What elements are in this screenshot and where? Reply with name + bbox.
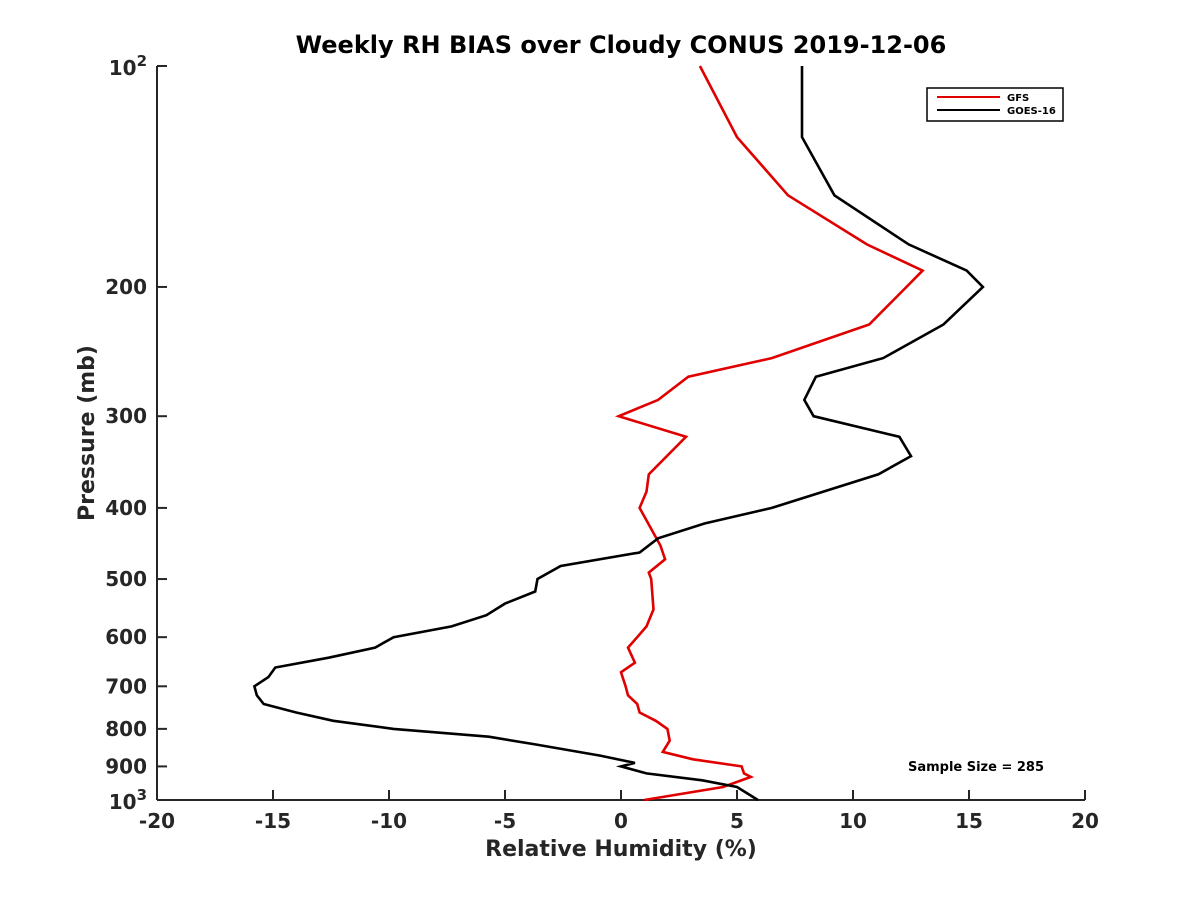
x-tick-label: -5 [494,809,516,833]
y-tick-label: 800 [105,717,147,741]
x-tick-label: 0 [614,809,628,833]
x-tick-label: -10 [371,809,407,833]
y-tick-label: 900 [105,754,147,778]
y-axis-label: Pressure (mb) [75,345,100,521]
x-tick-label: -20 [139,809,175,833]
x-tick-label: -15 [255,809,291,833]
x-tick-label: 20 [1071,809,1099,833]
sample-size-annotation: Sample Size = 285 [908,760,1044,775]
legend-label-gfs: GFS [1007,93,1029,104]
series-line-gfs [614,65,925,802]
y-tick-label: 103 [109,786,147,814]
legend-label-goes16: GOES-16 [1007,106,1056,117]
y-tick-label: 600 [105,625,147,649]
y-tick-label: 500 [105,567,147,591]
y-tick-label: 102 [109,52,147,80]
x-axis-label: Relative Humidity (%) [485,837,757,862]
y-tick-label: 400 [105,496,147,520]
y-tick-label: 700 [105,674,147,698]
x-tick-label: 5 [730,809,744,833]
y-tick-label: 200 [105,275,147,299]
legend-box [926,87,1064,122]
chart-title: Weekly RH BIAS over Cloudy CONUS 2019-12… [296,31,947,59]
series-line-goes16 [252,66,985,802]
y-tick-label: 300 [105,404,147,428]
x-tick-label: 15 [955,809,983,833]
x-tick-label: 10 [839,809,867,833]
legend: GFS GOES-16 [926,87,1064,122]
plot-lines [252,65,985,802]
axes: -20 -15 -10 -5 0 5 10 15 20 200 300 400 500 600 700 800… [105,52,1099,833]
